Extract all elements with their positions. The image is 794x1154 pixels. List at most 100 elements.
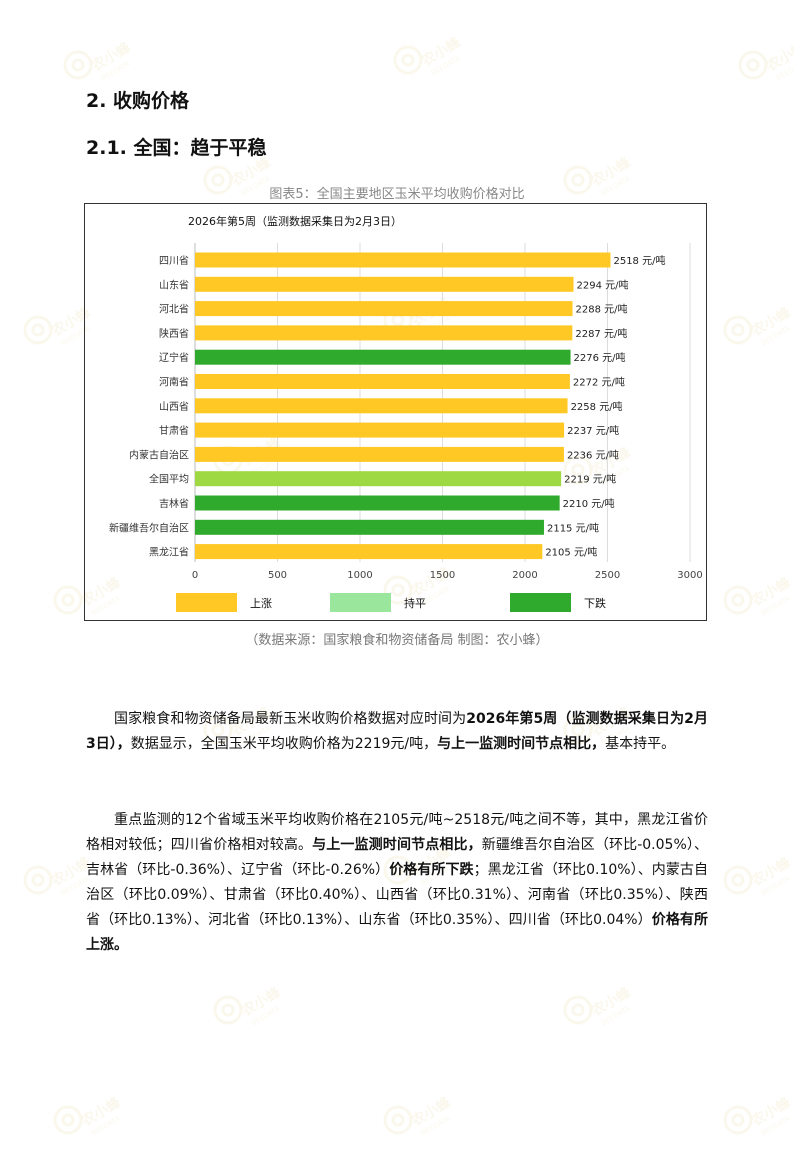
bar: [195, 276, 574, 292]
data-label: 2258 元/吨: [571, 400, 623, 413]
y-tick-label: 河北省: [159, 303, 189, 316]
svg-text:BEEDATA: BEEDATA: [430, 55, 462, 78]
svg-text:农小蜂: 农小蜂: [238, 984, 285, 1021]
bar-chart: 2026年第5周（监测数据采集日为2月3日） 0 500 1000 1500 2000 25…: [84, 203, 707, 621]
svg-text:农小蜂: 农小蜂: [763, 39, 794, 76]
y-tick-label: 新疆维吾尔自治区: [109, 521, 189, 534]
svg-text:农小蜂: 农小蜂: [588, 984, 635, 1021]
data-label: 2276 元/吨: [574, 351, 626, 364]
p2-bold-3: 价格有所上涨。: [86, 912, 708, 953]
x-tick-label: 500: [268, 570, 287, 581]
p2-bold-2: 价格有所下跌: [389, 862, 474, 878]
p1-bold-1: 2026年第5周（监测数据采集日为2月3日），: [86, 711, 708, 752]
svg-text:BEEDATA: BEEDATA: [760, 875, 792, 898]
y-tick-label: 全国平均: [149, 473, 189, 486]
chart-title: 2026年第5周（监测数据采集日为2月3日）: [188, 214, 402, 228]
data-label: 2288 元/吨: [576, 303, 628, 316]
data-label: 2115 元/吨: [547, 521, 599, 534]
data-label: 2219 元/吨: [564, 473, 616, 486]
y-tick-label: 山东省: [159, 278, 189, 291]
data-label: 2518 元/吨: [613, 254, 665, 267]
bar: [195, 349, 571, 365]
legend-swatch: [330, 593, 391, 612]
p1-text-2: 数据显示，全国玉米平均收购价格为2219元/吨，: [130, 736, 438, 752]
svg-text:农小蜂: 农小蜂: [78, 1094, 125, 1131]
bar: [195, 519, 544, 535]
bar: [195, 495, 560, 511]
svg-text:BEEDATA: BEEDATA: [420, 1115, 452, 1138]
x-tick-label: 2000: [512, 570, 537, 581]
bar: [195, 398, 568, 414]
subsection-title: 2.1. 全国：趋于平稳: [86, 137, 267, 159]
legend-label: 下跌: [584, 596, 606, 610]
x-tick-label: 0: [192, 570, 198, 581]
data-label: 2236 元/吨: [567, 448, 619, 461]
svg-text:BEEDATA: BEEDATA: [760, 1115, 792, 1138]
figure-source: （数据来源：国家粮食和物资储备局 制图：农小蜂）: [245, 633, 549, 648]
svg-text:BEEDATA: BEEDATA: [90, 1115, 122, 1138]
p2-text-1: 重点监测的12个省域玉米平均收购价格在2105元/吨~2518元/吨之间不等，其…: [86, 812, 708, 853]
data-label: 2287 元/吨: [575, 327, 627, 340]
svg-text:BEEDATA: BEEDATA: [760, 595, 792, 618]
svg-text:农小蜂: 农小蜂: [748, 574, 794, 611]
y-tick-label: 辽宁省: [159, 351, 189, 364]
data-label: 2210 元/吨: [563, 497, 615, 510]
svg-text:BEEDATA: BEEDATA: [760, 325, 792, 348]
svg-text:农小蜂: 农小蜂: [748, 1094, 794, 1131]
y-tick-label: 四川省: [159, 254, 189, 267]
bar: [195, 544, 543, 560]
y-tick-label: 陕西省: [159, 327, 189, 340]
bar: [195, 325, 573, 341]
y-tick-label: 吉林省: [159, 497, 189, 510]
bar: [195, 446, 564, 462]
paragraph-detail: 重点监测的12个省域玉米平均收购价格在2105元/吨~2518元/吨之间不等，其…: [86, 808, 708, 958]
svg-text:BEEDATA: BEEDATA: [775, 60, 794, 83]
svg-text:农小蜂: 农小蜂: [748, 304, 794, 341]
x-tick-label: 1000: [347, 570, 372, 581]
svg-text:BEEDATA: BEEDATA: [250, 1005, 282, 1028]
y-tick-label: 山西省: [159, 400, 189, 413]
bar: [195, 374, 570, 389]
p2-bold-1: 与上一监测时间节点相比，: [312, 837, 482, 853]
legend-swatch: [510, 593, 571, 612]
legend-swatch: [176, 593, 237, 612]
legend-label: 持平: [404, 596, 426, 610]
bar: [195, 301, 573, 317]
figure-caption: 图表5：全国主要地区玉米平均收购价格对比: [269, 187, 525, 202]
p2-text-3: ；黑龙江省（环比0.10%）、内蒙古自治区（环比0.09%）、甘肃省（环比0.4…: [86, 862, 708, 928]
bar: [195, 471, 562, 487]
chart-canvas: 2026年第5周（监测数据采集日为2月3日） 0 500 1000 1500 2000 25…: [109, 214, 703, 612]
svg-text:农小蜂: 农小蜂: [88, 39, 135, 76]
y-tick-label: 黑龙江省: [149, 546, 189, 559]
p1-text-3: 基本持平。: [605, 736, 676, 752]
svg-text:农小蜂: 农小蜂: [748, 854, 794, 891]
svg-text:农小蜂: 农小蜂: [408, 1094, 455, 1131]
data-label: 2105 元/吨: [545, 546, 597, 559]
data-label: 2294 元/吨: [577, 278, 629, 291]
y-tick-label: 河南省: [159, 376, 189, 389]
y-tick-label: 内蒙古自治区: [129, 448, 189, 461]
bar: [195, 422, 565, 438]
bar: [195, 252, 611, 268]
y-tick-label: 甘肃省: [159, 424, 189, 437]
svg-text:农小蜂: 农小蜂: [418, 34, 465, 71]
paragraph-summary: 国家粮食和物资储备局最新玉米收购价格数据对应时间为2026年第5周（监测数据采集…: [86, 707, 708, 757]
legend-label: 上涨: [250, 597, 272, 610]
x-tick-label: 2500: [595, 570, 620, 581]
data-label: 2237 元/吨: [567, 424, 619, 437]
section-title: 2. 收购价格: [86, 90, 190, 112]
x-tick-label: 3000: [677, 570, 702, 581]
svg-text:BEEDATA: BEEDATA: [100, 60, 132, 83]
p1-text-1: 国家粮食和物资储备局最新玉米收购价格数据对应时间为: [114, 711, 467, 727]
p1-bold-2: 与上一监测时间节点相比，: [437, 736, 606, 752]
p2-text-2: 新疆维吾尔自治区（环比-0.05%）、吉林省（环比-0.36%）、辽宁省（环比-…: [86, 837, 709, 878]
